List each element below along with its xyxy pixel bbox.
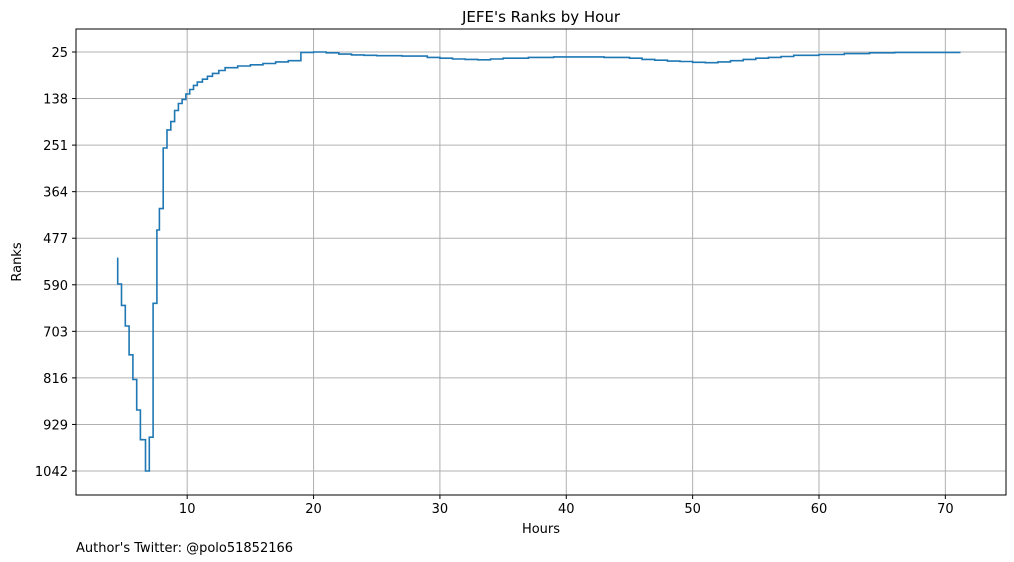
y-tick-label: 816 [43, 372, 68, 387]
plot-frame [75, 28, 1007, 496]
x-tick-label: 40 [558, 502, 575, 517]
grid-lines [76, 29, 1006, 495]
y-tick-label: 1042 [35, 465, 68, 480]
x-tick-label: 70 [937, 502, 954, 517]
y-tick-label: 477 [43, 232, 68, 247]
y-axis-label: Ranks [10, 242, 25, 281]
y-tick-label: 251 [43, 139, 68, 154]
x-tick-label: 60 [811, 502, 828, 517]
chart-title: JEFE's Ranks by Hour [461, 8, 621, 26]
y-axis-ticks: 25 138 251 364 477 590 703 816 929 1042 [35, 46, 76, 480]
author-credit: Author's Twitter: @polo51852166 [76, 541, 293, 556]
rank-series-line [116, 51, 961, 472]
y-tick-label: 929 [43, 418, 68, 433]
x-tick-label: 30 [432, 502, 449, 517]
x-tick-label: 10 [179, 502, 196, 517]
x-tick-label: 20 [305, 502, 322, 517]
plot-area [76, 29, 1006, 495]
x-axis-ticks: 10 20 30 40 50 60 70 [179, 495, 954, 517]
y-tick-label: 703 [43, 325, 68, 340]
y-tick-label: 25 [51, 46, 68, 61]
x-axis-label: Hours [522, 522, 560, 537]
y-tick-label: 364 [43, 186, 68, 201]
y-tick-label: 138 [43, 93, 68, 108]
x-tick-label: 50 [684, 502, 701, 517]
y-tick-label: 590 [43, 279, 68, 294]
